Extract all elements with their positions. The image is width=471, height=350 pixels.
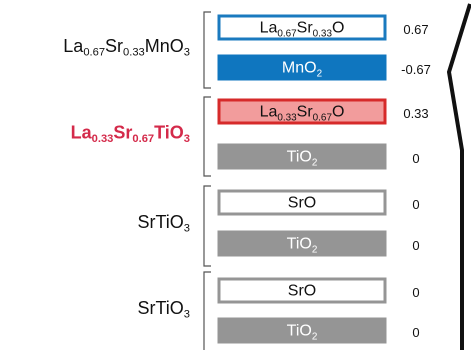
layer-box	[217, 189, 387, 216]
bracket	[203, 185, 211, 267]
group-label: La0.33Sr0.67TiO3	[71, 122, 190, 145]
layer-label: MnO2	[282, 60, 323, 79]
group-label: SrTiO3	[137, 298, 190, 321]
charge: 0	[412, 197, 419, 212]
layer-label: SrO	[288, 283, 316, 300]
group-label: La0.67Sr0.33MnO3	[63, 36, 190, 59]
charge: -0.67	[401, 62, 431, 77]
charge: 0	[412, 238, 419, 253]
charge: 0	[412, 151, 419, 166]
layer-box	[217, 317, 387, 344]
charge: 0	[412, 285, 419, 300]
layer-box	[217, 277, 387, 304]
charge: 0	[412, 325, 419, 340]
bracket	[203, 96, 211, 177]
group-label: SrTiO3	[137, 212, 190, 235]
bracket	[203, 271, 211, 350]
layer-box	[217, 54, 387, 81]
layer-label: TiO2	[287, 236, 318, 255]
charge: 0.33	[403, 106, 428, 121]
bracket	[203, 11, 211, 89]
layer-label: SrO	[288, 195, 316, 212]
layer-label: La0.33Sr0.67O	[260, 104, 345, 123]
layer-label: La0.67Sr0.33O	[260, 20, 345, 39]
layer-label: TiO2	[287, 323, 318, 342]
charge: 0.67	[403, 22, 428, 37]
layer-box	[217, 98, 387, 125]
layer-box	[217, 14, 387, 41]
brace	[446, 3, 471, 350]
layer-box	[217, 230, 387, 257]
layer-label: TiO2	[287, 149, 318, 168]
layer-box	[217, 143, 387, 170]
